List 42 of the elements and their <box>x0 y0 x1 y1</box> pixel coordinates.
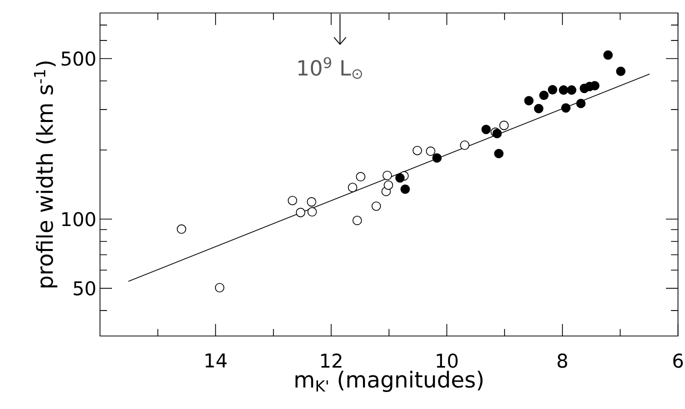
x-tick-label: 12 <box>321 354 342 368</box>
point <box>382 170 392 180</box>
point <box>306 197 316 207</box>
point <box>400 184 410 194</box>
point <box>348 182 358 192</box>
point <box>616 66 626 76</box>
point <box>426 146 436 156</box>
point <box>494 148 504 158</box>
point <box>288 196 298 206</box>
point <box>395 173 405 183</box>
point <box>214 282 224 292</box>
annotation: 10$^{9}$ L$_{⊙}$ <box>298 57 362 79</box>
point <box>576 98 586 108</box>
point <box>352 216 362 226</box>
x-tick-label: 14 <box>206 354 227 368</box>
point <box>534 104 544 114</box>
point <box>566 85 576 95</box>
point <box>384 180 394 190</box>
y-axis-title: profile width (km s$^{-1}$) <box>34 62 58 288</box>
point <box>460 140 470 150</box>
point <box>307 207 317 217</box>
point <box>412 146 422 156</box>
y-tick-label: 50 <box>74 281 96 296</box>
point <box>356 172 366 182</box>
x-tick-label: 10 <box>436 354 458 368</box>
point <box>603 50 613 60</box>
point <box>372 201 381 211</box>
point <box>296 208 306 218</box>
point <box>548 85 558 94</box>
point <box>481 124 491 134</box>
y-tick-label: 100 <box>62 212 96 226</box>
point <box>432 153 442 163</box>
point <box>524 96 534 106</box>
point <box>499 120 509 130</box>
point <box>558 85 568 95</box>
x-tick-label: 8 <box>558 354 568 368</box>
x-tick-label: 6 <box>673 354 683 368</box>
y-tick-label: 500 <box>62 51 96 66</box>
point <box>539 90 549 100</box>
x-axis-title: m$_{K'}$ (magnitudes) <box>296 370 483 392</box>
point <box>561 103 571 113</box>
point <box>176 224 186 234</box>
